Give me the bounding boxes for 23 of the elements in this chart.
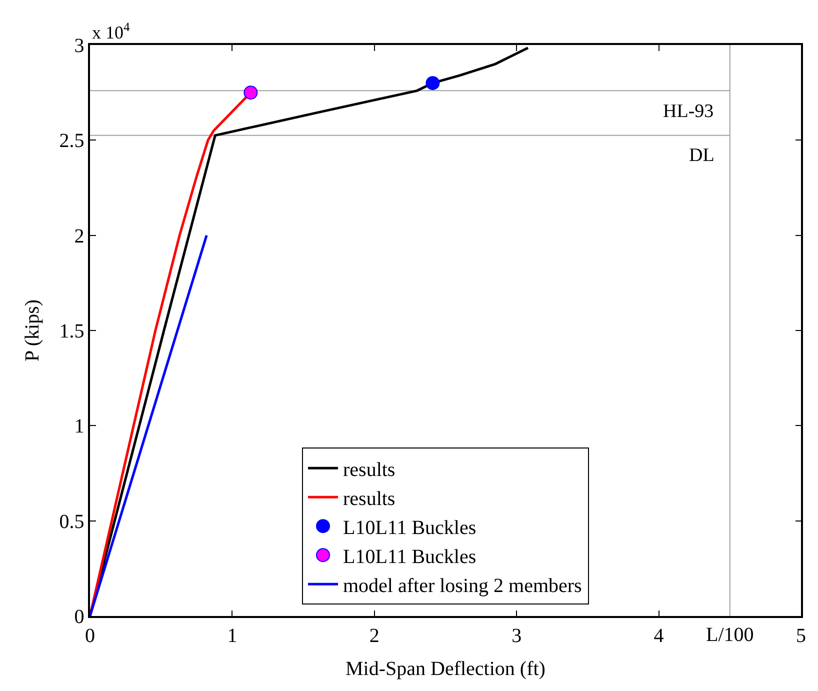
legend-label: results xyxy=(343,488,396,510)
legend-label: L10L11 Buckles xyxy=(343,516,476,539)
ref-line-label: HL-93 xyxy=(663,101,714,122)
y-tick-label: 0 xyxy=(74,606,84,628)
y-tick-label: 1.5 xyxy=(59,320,84,342)
y-tick-label: 0.5 xyxy=(59,510,84,533)
x-tick-label: 1 xyxy=(227,624,238,647)
x-tick-label: 5 xyxy=(796,624,806,647)
legend-label: results xyxy=(343,458,396,481)
y-axis-title: P (kips) xyxy=(21,299,44,362)
legend-label: model after losing 2 members xyxy=(343,574,582,597)
y-tick-label: 1 xyxy=(74,416,84,438)
ref-line-label: L/100 xyxy=(706,624,754,646)
ref-line-label: DL xyxy=(689,145,714,166)
text: x 10$^{4}$ xyxy=(92,20,130,43)
y-tick-label: 2 xyxy=(74,225,84,248)
x-tick-label: 4 xyxy=(654,624,664,647)
x-tick-label: 3 xyxy=(512,624,522,647)
x-axis-title: Mid-Span Deflection (ft) xyxy=(346,658,546,680)
y-tick-label: 3 xyxy=(74,35,84,57)
legend-label: L10L11 Buckles xyxy=(343,546,476,568)
y-tick-label: 2.5 xyxy=(59,130,84,152)
x-tick-label: 2 xyxy=(369,624,380,647)
